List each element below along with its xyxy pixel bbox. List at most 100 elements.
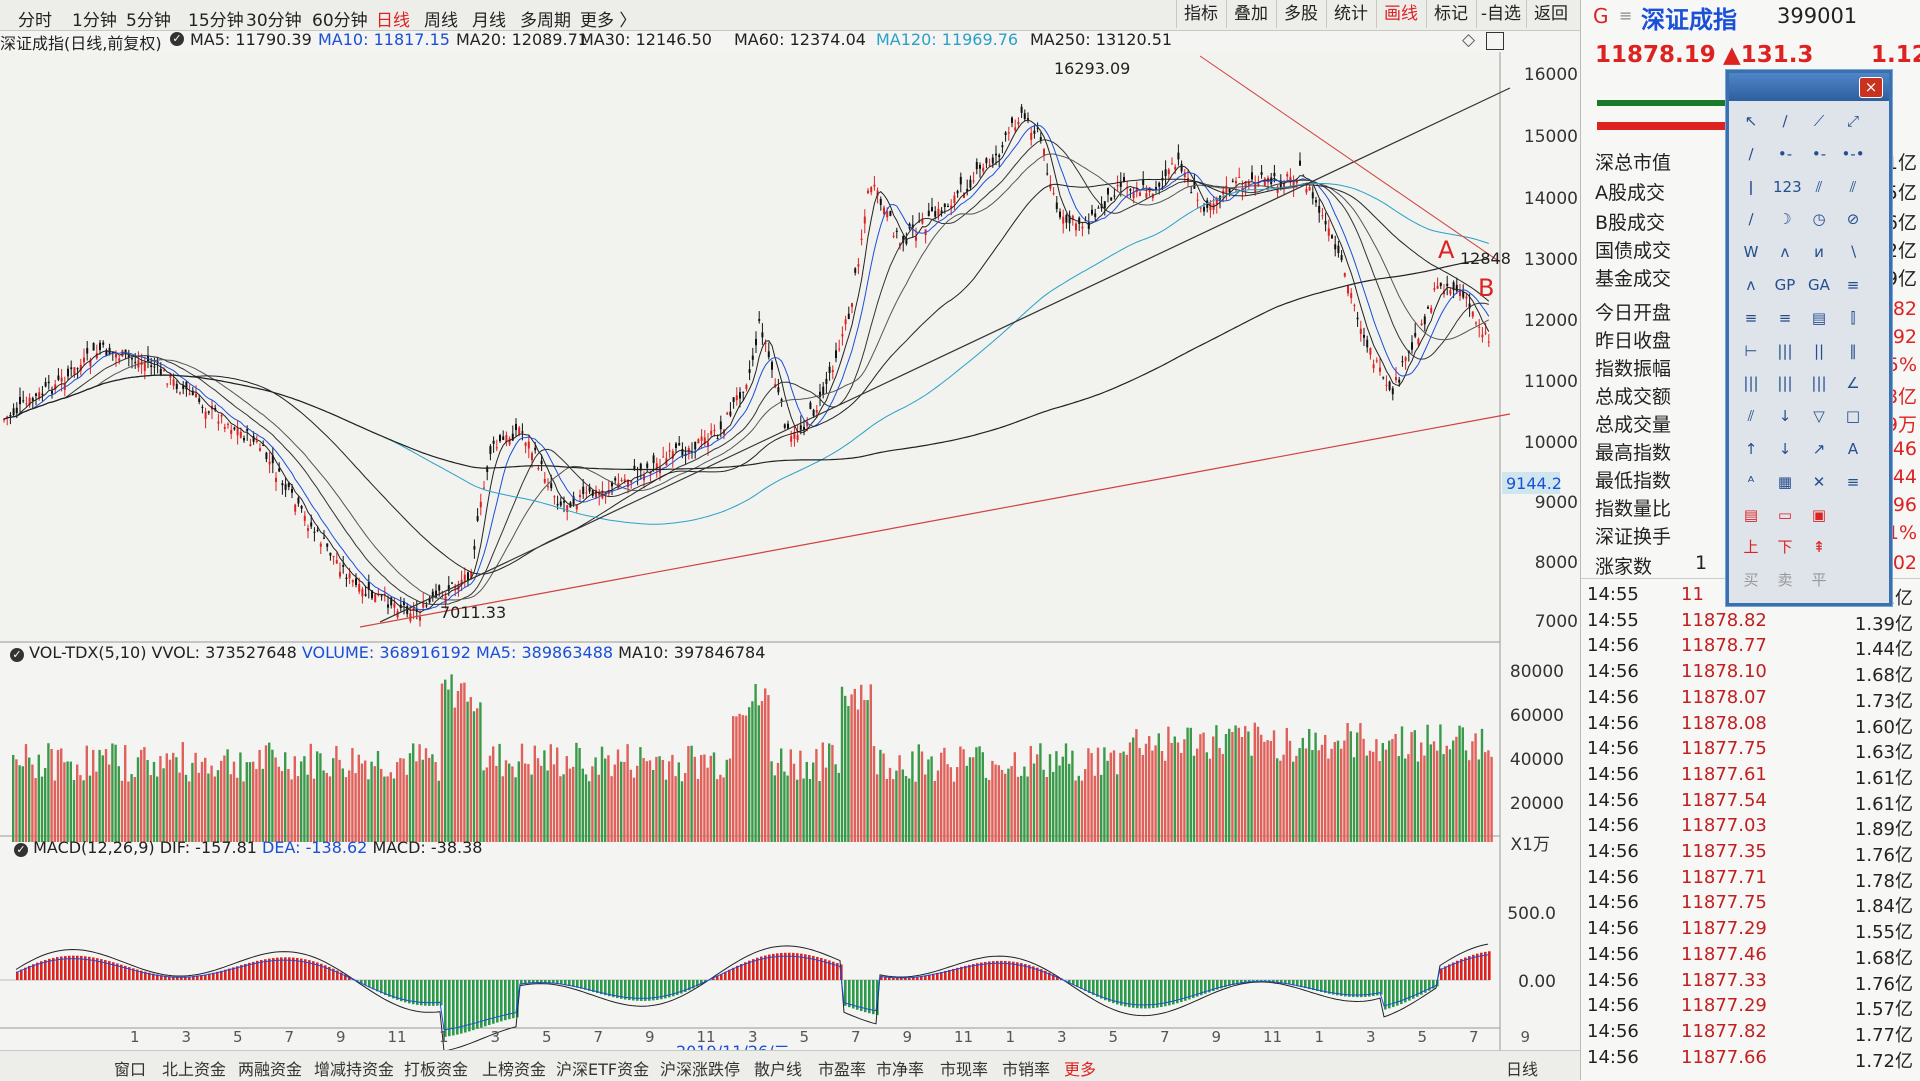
draw-tool-icon[interactable]: ⊢: [1739, 339, 1763, 363]
draw-tool-icon[interactable]: ▤: [1807, 306, 1831, 330]
draw-tool-icon[interactable]: ↗: [1807, 437, 1831, 461]
tool-tab[interactable]: 返回: [1526, 0, 1575, 28]
bottom-tab[interactable]: 市销率: [1002, 1056, 1050, 1080]
bottom-tab[interactable]: 市现率: [940, 1056, 988, 1080]
panel-toggle-icon[interactable]: [1486, 32, 1504, 50]
bottom-tab[interactable]: 两融资金: [238, 1056, 302, 1080]
draw-tool-icon[interactable]: •-: [1807, 142, 1831, 166]
draw-tool-icon[interactable]: 买: [1739, 568, 1763, 592]
draw-tool-icon[interactable]: •-: [1773, 142, 1797, 166]
check-icon[interactable]: ✓: [170, 32, 184, 46]
check-icon[interactable]: ✓: [10, 648, 24, 662]
bottom-tab[interactable]: 沪深涨跌停: [660, 1056, 740, 1080]
draw-tool-icon[interactable]: □: [1841, 404, 1865, 428]
draw-tool-icon[interactable]: |||: [1807, 371, 1831, 395]
draw-tool-icon[interactable]: ∕: [1739, 142, 1763, 166]
draw-tool-icon[interactable]: ∠: [1841, 371, 1865, 395]
period-tab[interactable]: 60分钟: [312, 6, 368, 31]
draw-tool-icon[interactable]: 卖: [1773, 568, 1797, 592]
draw-tool-icon[interactable]: ᴧ: [1773, 240, 1797, 264]
bottom-tab[interactable]: 上榜资金: [482, 1056, 546, 1080]
draw-tool-icon[interactable]: |||: [1739, 371, 1763, 395]
draw-tool-icon[interactable]: ▦: [1773, 470, 1797, 494]
draw-tool-icon[interactable]: ǀ: [1739, 175, 1763, 199]
draw-tool-icon[interactable]: ⫿: [1841, 306, 1865, 330]
bottom-tab[interactable]: 增减持资金: [314, 1056, 394, 1080]
bottom-tab[interactable]: 打板资金: [404, 1056, 468, 1080]
bottom-tab[interactable]: 沪深ETF资金: [556, 1056, 649, 1080]
draw-tool-icon[interactable]: ▭: [1773, 503, 1797, 527]
period-tab[interactable]: 日线: [376, 6, 410, 31]
draw-tool-icon[interactable]: ⊘: [1841, 207, 1865, 231]
draw-tool-icon[interactable]: ᴬ: [1739, 470, 1763, 494]
bottom-period[interactable]: 日线: [1506, 1056, 1538, 1080]
bottom-tab[interactable]: 更多: [1064, 1056, 1096, 1080]
draw-tool-icon[interactable]: ∕: [1773, 109, 1797, 133]
period-tab[interactable]: 周线: [424, 6, 458, 31]
draw-tool-icon[interactable]: ⇞: [1807, 535, 1831, 559]
draw-tool-icon[interactable]: ⫽: [1807, 175, 1831, 199]
tool-tab[interactable]: 画线: [1376, 0, 1425, 28]
draw-tool-icon[interactable]: GA: [1807, 273, 1831, 297]
bottom-tab[interactable]: 北上资金: [162, 1056, 226, 1080]
draw-tool-icon[interactable]: ↑: [1739, 437, 1763, 461]
draw-tool-icon[interactable]: ↓: [1773, 437, 1797, 461]
period-tab[interactable]: 1分钟: [72, 6, 117, 31]
draw-tool-icon[interactable]: ▤: [1739, 503, 1763, 527]
draw-tool-icon[interactable]: ▣: [1807, 503, 1831, 527]
menu-icon[interactable]: ≡: [1619, 6, 1632, 25]
draw-tool-icon[interactable]: ∖: [1841, 240, 1865, 264]
draw-tool-icon[interactable]: ∕: [1739, 207, 1763, 231]
period-tab[interactable]: 更多 〉: [580, 6, 636, 31]
draw-tool-icon[interactable]: ⤢: [1841, 109, 1865, 133]
tool-tab[interactable]: 多股: [1276, 0, 1325, 28]
bottom-tab[interactable]: 市盈率: [818, 1056, 866, 1080]
draw-tool-icon[interactable]: ⟋: [1807, 109, 1831, 133]
draw-tool-icon[interactable]: ≡: [1841, 273, 1865, 297]
period-tab[interactable]: 5分钟: [126, 6, 171, 31]
diamond-icon[interactable]: ◇: [1462, 30, 1475, 50]
period-tab[interactable]: 多周期: [520, 6, 571, 31]
draw-tool-icon[interactable]: ≡: [1739, 306, 1763, 330]
draw-tool-icon[interactable]: 123: [1773, 175, 1797, 199]
draw-tool-icon[interactable]: ↓: [1773, 404, 1797, 428]
draw-tool-icon[interactable]: •-•: [1841, 142, 1865, 166]
draw-tool-icon[interactable]: ✕: [1807, 470, 1831, 494]
tool-tab[interactable]: 统计: [1326, 0, 1375, 28]
draw-tool-icon[interactable]: ⫽: [1841, 175, 1865, 199]
draw-tool-icon[interactable]: [1841, 503, 1865, 527]
bottom-tab[interactable]: 市净率: [876, 1056, 924, 1080]
period-tab[interactable]: 15分钟: [188, 6, 244, 31]
tool-tab[interactable]: 叠加: [1226, 0, 1275, 28]
draw-tool-icon[interactable]: |||: [1773, 339, 1797, 363]
draw-tool-icon[interactable]: ⫽: [1739, 404, 1763, 428]
close-button[interactable]: ×: [1859, 77, 1883, 98]
draw-tool-icon[interactable]: ▽: [1807, 404, 1831, 428]
bottom-tab[interactable]: 散户线: [754, 1056, 802, 1080]
period-tab[interactable]: 分时: [18, 6, 52, 31]
draw-tool-icon[interactable]: ∥: [1841, 339, 1865, 363]
tool-tab[interactable]: 指标: [1176, 0, 1225, 28]
period-tab[interactable]: 月线: [472, 6, 506, 31]
tool-tab[interactable]: -自选: [1476, 0, 1525, 28]
draw-tool-icon[interactable]: ≡: [1841, 470, 1865, 494]
check-icon[interactable]: ✓: [14, 843, 28, 857]
draw-tool-icon[interactable]: ☽: [1773, 207, 1797, 231]
draw-tool-icon[interactable]: 下: [1773, 535, 1797, 559]
draw-tool-icon[interactable]: ↖: [1739, 109, 1763, 133]
draw-tool-icon[interactable]: ≡: [1773, 306, 1797, 330]
draw-tool-icon[interactable]: [1841, 535, 1865, 559]
period-tab[interactable]: 30分钟: [246, 6, 302, 31]
draw-tool-icon[interactable]: 上: [1739, 535, 1763, 559]
draw-tool-icon[interactable]: ||: [1807, 339, 1831, 363]
draw-tool-icon[interactable]: ᴎ: [1807, 240, 1831, 264]
draw-tool-icon[interactable]: |||: [1773, 371, 1797, 395]
draw-tool-icon[interactable]: ᴧ: [1739, 273, 1763, 297]
tool-tab[interactable]: 标记: [1426, 0, 1475, 28]
draw-tool-icon[interactable]: GP: [1773, 273, 1797, 297]
bottom-tab[interactable]: 窗口: [114, 1056, 146, 1080]
draw-tool-icon[interactable]: W: [1739, 240, 1763, 264]
draw-tool-icon[interactable]: [1841, 568, 1865, 592]
draw-tool-icon[interactable]: ◷: [1807, 207, 1831, 231]
